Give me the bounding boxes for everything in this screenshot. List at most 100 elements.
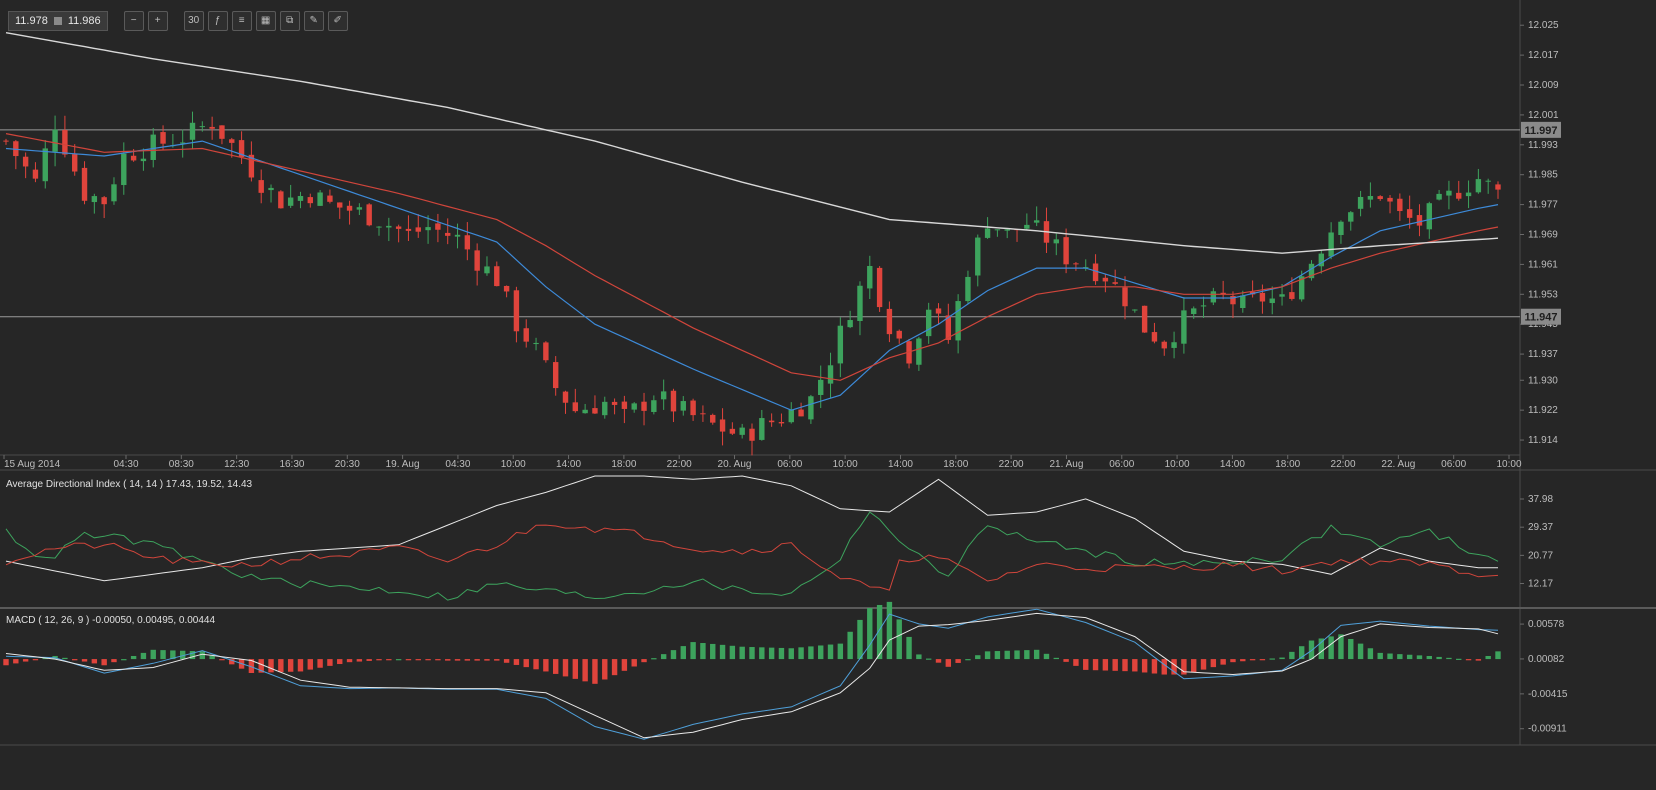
- bull-candle: [582, 409, 588, 414]
- macd-hist-neg-bar: [1181, 659, 1187, 675]
- bear-candle: [543, 342, 549, 361]
- bull-candle: [788, 409, 794, 423]
- price-tick-label: 12.009: [1528, 80, 1559, 91]
- bear-candle: [337, 202, 343, 208]
- bull-candle: [484, 266, 490, 274]
- bull-candle: [631, 403, 637, 410]
- time-tick-label: 14:00: [888, 459, 913, 470]
- time-tick-label: 16:30: [279, 459, 304, 470]
- bull-candle: [925, 309, 932, 337]
- chart-type-button[interactable]: ▦: [255, 11, 276, 31]
- macd-hist-neg-bar: [1230, 659, 1236, 663]
- settings-button[interactable]: ≡: [231, 11, 252, 31]
- macd-hist-pos-bar: [906, 636, 912, 660]
- bear-candle: [1220, 292, 1226, 295]
- bear-candle: [503, 285, 510, 292]
- macd-hist-neg-bar: [1073, 659, 1079, 666]
- time-tick-label: 14:00: [1220, 459, 1245, 470]
- bear-candle: [1397, 198, 1403, 212]
- macd-hist-pos-bar: [1328, 636, 1334, 660]
- bull-candle: [317, 192, 323, 206]
- macd-hist-neg-bar: [1161, 659, 1167, 675]
- price-tick-label: 11.937: [1528, 349, 1558, 360]
- macd-hist-pos-bar: [1053, 657, 1059, 660]
- macd-hist-neg-bar: [346, 659, 353, 663]
- bull-candle: [1348, 212, 1354, 222]
- macd-hist-pos-bar: [1289, 651, 1295, 660]
- macd-hist-neg-bar: [287, 659, 294, 672]
- macd-hist-neg-bar: [297, 659, 304, 672]
- quote-box: 11.978 11.986: [8, 11, 108, 31]
- macd-hist-pos-bar: [729, 645, 736, 660]
- macd-hist-pos-bar: [916, 654, 922, 660]
- time-tick-label: 10:00: [501, 459, 526, 470]
- macd-hist-neg-bar: [464, 659, 471, 661]
- time-tick-label: 14:00: [556, 459, 581, 470]
- zoom-out-button[interactable]: −: [123, 11, 144, 31]
- bull-candle: [847, 320, 853, 328]
- bull-candle: [1210, 291, 1217, 303]
- level-price-badge: [1521, 121, 1561, 138]
- macd-hist-pos-bar: [749, 647, 755, 660]
- time-tick-label: 22:00: [667, 459, 692, 470]
- bull-candle: [91, 196, 98, 203]
- macd-hist-neg-bar: [1083, 659, 1089, 670]
- bear-candle: [1406, 209, 1413, 218]
- bear-candle: [415, 227, 421, 232]
- edit-button[interactable]: ✎: [303, 11, 324, 31]
- bear-candle: [749, 428, 755, 441]
- bull-candle: [651, 400, 657, 412]
- bull-candle: [297, 196, 304, 201]
- bull-candle: [1298, 276, 1305, 300]
- macd-hist-pos-bar: [994, 651, 1001, 660]
- macd-hist-neg-bar: [356, 659, 363, 662]
- macd-hist-pos-bar: [837, 643, 844, 660]
- bear-candle: [278, 191, 284, 209]
- indicators-button[interactable]: ƒ: [207, 11, 228, 31]
- macd-hist-pos-bar: [1338, 634, 1344, 660]
- macd-hist-neg-bar: [327, 659, 333, 666]
- copy-button[interactable]: ⧉: [279, 11, 300, 31]
- bull-candle: [1132, 309, 1138, 311]
- macd-hist-pos-bar: [886, 601, 893, 660]
- macd-hist-neg-bar: [611, 659, 618, 676]
- bull-candle: [454, 234, 461, 237]
- macd-hist-neg-bar: [533, 659, 539, 670]
- macd-hist-pos-bar: [876, 604, 883, 660]
- bear-candle: [3, 140, 9, 142]
- bear-candle: [611, 401, 618, 405]
- macd-hist-neg-bar: [258, 659, 264, 673]
- bull-candle: [1446, 190, 1452, 196]
- bull-candle: [121, 153, 127, 186]
- draw-button[interactable]: ✐: [327, 11, 348, 31]
- macd-hist-neg-bar: [543, 659, 549, 672]
- time-tick-label: 18:00: [943, 459, 968, 470]
- bear-candle: [1112, 282, 1118, 284]
- macd-hist-neg-bar: [1141, 659, 1148, 673]
- macd-hist-neg-bar: [81, 659, 88, 662]
- adx-line: [5, 475, 1498, 582]
- macd-tick-label: -0.00911: [1528, 724, 1567, 735]
- bull-candle: [1200, 305, 1207, 307]
- macd-hist-pos-bar: [209, 655, 215, 660]
- bull-candle: [759, 418, 765, 440]
- macd-hist-pos-bar: [1426, 655, 1432, 660]
- bull-candle: [680, 401, 686, 411]
- macd-hist-neg-bar: [602, 659, 608, 680]
- bull-candle: [1240, 295, 1246, 309]
- bull-candle: [1308, 263, 1315, 279]
- bull-candle: [739, 427, 745, 435]
- macd-hist-pos-bar: [130, 655, 137, 660]
- macd-hist-neg-bar: [562, 659, 569, 677]
- zoom-in-button[interactable]: +: [147, 11, 168, 31]
- macd-hist-neg-bar: [1220, 659, 1226, 665]
- macd-signal-line: [5, 612, 1499, 739]
- bear-candle: [474, 250, 480, 271]
- bear-candle: [229, 139, 235, 143]
- bear-candle: [1259, 292, 1266, 302]
- price-tick-label: 11.961: [1528, 259, 1558, 270]
- macd-hist-pos-bar: [62, 657, 68, 660]
- bull-candle: [376, 226, 382, 228]
- timeframe-button[interactable]: 30: [183, 11, 204, 31]
- bear-candle: [366, 204, 372, 226]
